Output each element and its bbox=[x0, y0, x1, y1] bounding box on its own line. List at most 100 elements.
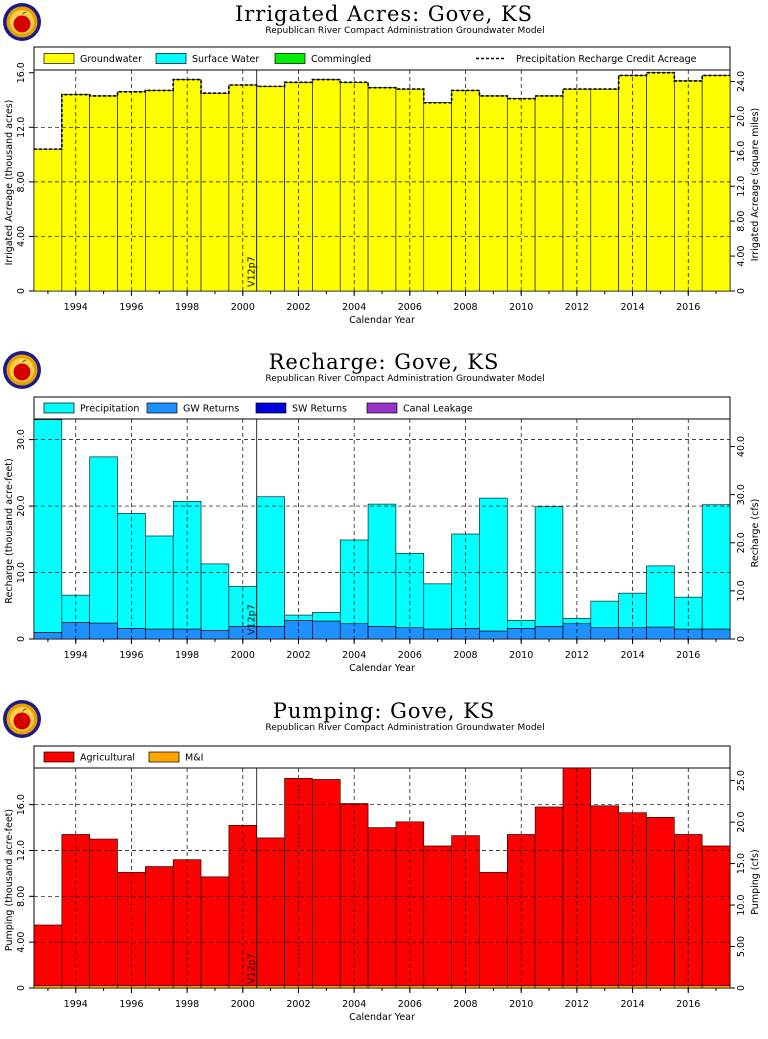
bar-m-i-2017 bbox=[701, 985, 731, 989]
bar-precipitation-2001 bbox=[256, 496, 285, 627]
legend-swatch-precipitation bbox=[43, 402, 75, 414]
bar-groundwater-1997 bbox=[145, 90, 174, 292]
x-tick-label-2002: 2002 bbox=[286, 650, 310, 661]
bar-agricultural-1997 bbox=[145, 866, 174, 987]
bar-gw-returns-2017 bbox=[701, 628, 731, 640]
bar-agricultural-2017 bbox=[701, 845, 731, 987]
y-tick-label: 30.0 bbox=[16, 429, 27, 450]
bar-precipitation-2007 bbox=[423, 583, 452, 630]
bar-gw-returns-1993 bbox=[33, 632, 63, 640]
x-tick-label-2008: 2008 bbox=[453, 302, 477, 313]
chart-plot: V12p7 1994 1996 1998 2000 2002 2004 2006 2008 201… bbox=[4, 745, 761, 1023]
x-tick-label-2014: 2014 bbox=[620, 302, 644, 313]
right-y-tick-label: 10.0 bbox=[736, 894, 747, 915]
bar-m-i-2003 bbox=[312, 985, 341, 989]
chart-subtitle: Republican River Compact Administration … bbox=[265, 374, 545, 384]
right-y-tick-label: 0 bbox=[736, 985, 747, 991]
bar-agricultural-2001 bbox=[256, 837, 285, 987]
apple-logo-icon bbox=[2, 350, 42, 390]
annotation-label: V12p7 bbox=[247, 256, 258, 287]
x-tick-label-2010: 2010 bbox=[509, 999, 533, 1010]
bar-m-i-2009 bbox=[479, 985, 508, 989]
right-y-axis-label: Irrigated Acreage (square miles) bbox=[750, 108, 761, 262]
x-tick-label-2004: 2004 bbox=[342, 999, 366, 1010]
chart-subtitle: Republican River Compact Administration … bbox=[265, 26, 545, 36]
x-tick-label-2010: 2010 bbox=[509, 302, 533, 313]
x-tick-label-2000: 2000 bbox=[231, 302, 255, 313]
right-y-tick-label: 15.0 bbox=[736, 853, 747, 874]
x-axis-label: Calendar Year bbox=[349, 315, 415, 326]
bar-gw-returns-2007 bbox=[423, 628, 452, 640]
bar-precipitation-2003 bbox=[312, 612, 341, 622]
bar-gw-returns-2001 bbox=[256, 626, 285, 640]
bar-m-i-1993 bbox=[33, 985, 63, 989]
bar-m-i-2013 bbox=[590, 985, 619, 989]
chart-title: Irrigated Acres: Gove, KS bbox=[234, 2, 534, 26]
y-axis-label: Recharge (thousand acre-feet) bbox=[4, 458, 15, 603]
bar-precipitation-2017 bbox=[701, 504, 731, 630]
panel-irrigated-acres: Irrigated Acres: Gove, KS Republican Riv… bbox=[0, 0, 768, 342]
bar-precipitation-1993 bbox=[33, 419, 63, 633]
bar-groundwater-2013 bbox=[590, 88, 619, 292]
y-tick-label: 16.0 bbox=[16, 62, 27, 83]
legend-label-surface-water: Surface Water bbox=[192, 54, 259, 65]
y-axis-label: Irrigated Acreage (thousand acres) bbox=[4, 100, 15, 266]
bar-groundwater-2017 bbox=[701, 75, 731, 292]
x-tick-label-2006: 2006 bbox=[398, 999, 422, 1010]
right-y-tick-label: 8.00 bbox=[736, 211, 747, 232]
x-tick-label-1998: 1998 bbox=[175, 650, 199, 661]
bar-gw-returns-2005 bbox=[367, 626, 397, 640]
bar-agricultural-2005 bbox=[367, 827, 397, 987]
bar-m-i-1995 bbox=[89, 985, 118, 989]
right-y-tick-label: 20.0 bbox=[736, 106, 747, 127]
bar-precipitation-2013 bbox=[590, 600, 619, 629]
legend-label-m-i: M&I bbox=[185, 753, 203, 764]
x-tick-label-2012: 2012 bbox=[565, 650, 589, 661]
bar-precipitation-2000 bbox=[228, 586, 258, 627]
bar-m-i-2007 bbox=[423, 985, 452, 989]
x-tick-label-2002: 2002 bbox=[286, 999, 310, 1010]
bar-m-i-1999 bbox=[200, 985, 230, 989]
y-tick-label: 0 bbox=[16, 985, 27, 991]
legend-swatch-commingled bbox=[274, 53, 306, 64]
bar-precipitation-1997 bbox=[145, 535, 174, 630]
x-tick-label-2012: 2012 bbox=[565, 302, 589, 313]
x-tick-label-2016: 2016 bbox=[676, 999, 700, 1010]
bar-groundwater-1995 bbox=[89, 95, 118, 292]
x-tick-label-2004: 2004 bbox=[342, 302, 366, 313]
x-tick-label-2000: 2000 bbox=[231, 650, 255, 661]
x-tick-label-1994: 1994 bbox=[64, 650, 88, 661]
bar-agricultural-1995 bbox=[89, 838, 118, 987]
legend-swatch-gw-returns bbox=[146, 402, 178, 414]
legend-swatch-m-i bbox=[148, 751, 180, 763]
legend-label-precipitation: Precipitation bbox=[80, 404, 139, 415]
bar-precipitation-2005 bbox=[367, 503, 397, 627]
legend-label-commingled: Commingled bbox=[311, 54, 371, 65]
x-tick-label-2002: 2002 bbox=[286, 302, 310, 313]
bar-groundwater-2010 bbox=[506, 98, 536, 292]
x-tick-label-2008: 2008 bbox=[453, 650, 477, 661]
x-axis-label: Calendar Year bbox=[349, 1012, 415, 1023]
bar-agricultural-1993 bbox=[33, 924, 63, 987]
bar-gw-returns-2009 bbox=[479, 630, 508, 640]
bar-groundwater-2009 bbox=[479, 95, 508, 292]
bar-m-i-2005 bbox=[367, 985, 397, 989]
right-y-axis-label: Pumping (cfs) bbox=[750, 849, 761, 915]
legend-label-gw-returns: GW Returns bbox=[183, 404, 239, 415]
bar-agricultural-2003 bbox=[312, 779, 341, 987]
right-y-tick-label: 4.00 bbox=[736, 245, 747, 266]
chart-plot: V12p7 1994 1996 1998 2000 2002 2004 2006 2008 201… bbox=[4, 396, 761, 674]
right-y-tick-label: 16.0 bbox=[736, 141, 747, 162]
apple-logo-icon bbox=[2, 699, 42, 739]
x-tick-label-2012: 2012 bbox=[565, 999, 589, 1010]
x-tick-label-2016: 2016 bbox=[676, 650, 700, 661]
right-y-tick-label: 20.0 bbox=[736, 812, 747, 833]
legend-swatch-groundwater bbox=[43, 53, 75, 64]
x-tick-label-2014: 2014 bbox=[620, 650, 644, 661]
right-y-tick-label: 40.0 bbox=[736, 436, 747, 457]
bar-agricultural-2007 bbox=[423, 845, 452, 987]
bar-groundwater-2001 bbox=[256, 86, 285, 292]
legend-swatch-surface-water bbox=[155, 53, 187, 64]
bar-m-i-2001 bbox=[256, 985, 285, 989]
bar-m-i-2015 bbox=[646, 985, 675, 989]
